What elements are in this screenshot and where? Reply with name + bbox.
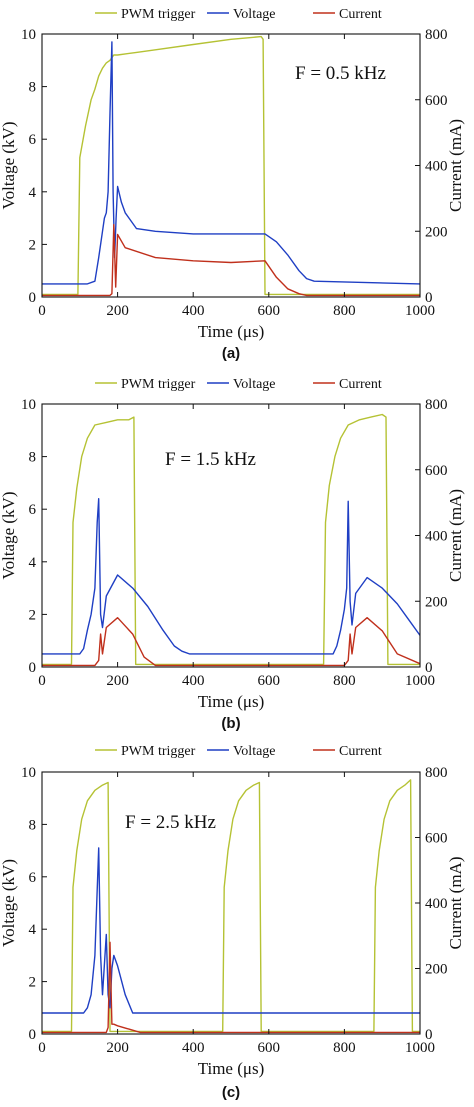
y-axis-label: Voltage (kV) — [0, 122, 18, 210]
x-tick-label: 400 — [182, 1040, 205, 1056]
y-axis-label: Voltage (kV) — [0, 859, 18, 947]
series-line-voltage — [42, 41, 421, 285]
y-tick-label: 6 — [29, 502, 37, 518]
legend-entry: PWM trigger — [121, 744, 196, 759]
x-tick-label: 1000 — [405, 303, 435, 319]
y-tick-label: 10 — [21, 27, 36, 43]
y2-axis-label: Current (mA) — [446, 856, 465, 949]
y2-tick-label: 600 — [425, 831, 448, 847]
legend-entry: Current — [339, 744, 382, 759]
x-tick-label: 600 — [258, 673, 281, 689]
chart-panel-c: 0 200 400 600 800 100002468100200400600800Tim… — [0, 744, 465, 1101]
y2-tick-label: 400 — [425, 529, 448, 545]
series-line-pwm-trigger — [42, 779, 420, 1033]
y-tick-label: 8 — [29, 817, 37, 833]
legend-entry: Current — [339, 377, 382, 392]
y2-tick-label: 200 — [425, 594, 448, 610]
x-tick-label: 1000 — [405, 673, 435, 689]
x-tick-label: 600 — [258, 1040, 281, 1056]
y-tick-label: 10 — [21, 397, 36, 413]
x-tick-label: 0 — [38, 1040, 46, 1056]
y-tick-label: 2 — [29, 607, 37, 623]
y2-tick-label: 400 — [425, 159, 448, 175]
y-tick-label: 0 — [29, 290, 37, 306]
frequency-annotation: F = 1.5 kHz — [165, 449, 256, 470]
y-tick-label: 6 — [29, 132, 37, 148]
y-tick-label: 10 — [21, 765, 36, 781]
series-line-pwm-trigger — [42, 413, 420, 666]
legend-entry: PWM trigger — [121, 377, 196, 392]
y2-tick-label: 200 — [425, 224, 448, 240]
y2-tick-label: 0 — [425, 1027, 433, 1043]
series-line-current — [42, 617, 421, 667]
x-tick-label: 800 — [333, 673, 356, 689]
y2-tick-label: 0 — [425, 290, 433, 306]
x-axis-label: Time (μs) — [198, 692, 265, 711]
y-tick-label: 4 — [29, 185, 37, 201]
y-tick-label: 2 — [29, 975, 37, 991]
y-tick-label: 8 — [29, 80, 37, 96]
y2-axis-label: Current (mA) — [446, 489, 465, 582]
panel-label: (a) — [222, 345, 240, 362]
chart-panel-a: 0 200 400 600 800 100002468100200400600800Tim… — [0, 7, 465, 362]
y-tick-label: 4 — [29, 555, 37, 571]
y-tick-label: 2 — [29, 237, 37, 253]
legend-entry: Voltage — [233, 7, 276, 22]
y-tick-label: 0 — [29, 660, 37, 676]
y2-axis-label: Current (mA) — [446, 119, 465, 212]
panel-label: (c) — [222, 1084, 240, 1101]
y2-tick-label: 0 — [425, 660, 433, 676]
x-tick-label: 200 — [106, 1040, 129, 1056]
x-tick-label: 400 — [182, 673, 205, 689]
frequency-annotation: F = 0.5 kHz — [295, 63, 386, 84]
y2-tick-label: 800 — [425, 27, 448, 43]
y-tick-label: 0 — [29, 1027, 37, 1043]
legend-entry: PWM trigger — [121, 7, 196, 22]
x-tick-label: 800 — [333, 1040, 356, 1056]
x-tick-label: 400 — [182, 303, 205, 319]
x-tick-label: 200 — [106, 673, 129, 689]
series-line-pwm-trigger — [42, 35, 420, 296]
series-line-voltage — [42, 498, 421, 655]
x-tick-label: 800 — [333, 303, 356, 319]
y2-tick-label: 800 — [425, 397, 448, 413]
y-tick-label: 8 — [29, 450, 37, 466]
legend-entry: Voltage — [233, 744, 276, 759]
panel-label: (b) — [221, 715, 240, 732]
y2-tick-label: 800 — [425, 765, 448, 781]
x-tick-label: 0 — [38, 303, 46, 319]
x-tick-label: 1000 — [405, 1040, 435, 1056]
x-tick-label: 0 — [38, 673, 46, 689]
series-line-current — [42, 223, 420, 297]
x-tick-label: 600 — [258, 303, 281, 319]
y2-tick-label: 600 — [425, 93, 448, 109]
y2-tick-label: 200 — [425, 962, 448, 978]
legend-entry: Current — [339, 7, 382, 22]
y2-tick-label: 600 — [425, 463, 448, 479]
series-line-voltage — [42, 847, 420, 1014]
legend-entry: Voltage — [233, 377, 276, 392]
x-axis-label: Time (μs) — [198, 1059, 265, 1078]
y-tick-label: 4 — [29, 922, 37, 938]
x-tick-label: 200 — [106, 303, 129, 319]
frequency-annotation: F = 2.5 kHz — [125, 812, 216, 833]
y-axis-label: Voltage (kV) — [0, 492, 18, 580]
y-tick-label: 6 — [29, 870, 37, 886]
plot-frame — [41, 771, 421, 1035]
y2-tick-label: 400 — [425, 896, 448, 912]
chart-panel-b: 0 200 400 600 800 100002468100200400600800Tim… — [0, 377, 465, 732]
x-axis-label: Time (μs) — [198, 322, 265, 341]
series-line-current — [42, 941, 420, 1034]
